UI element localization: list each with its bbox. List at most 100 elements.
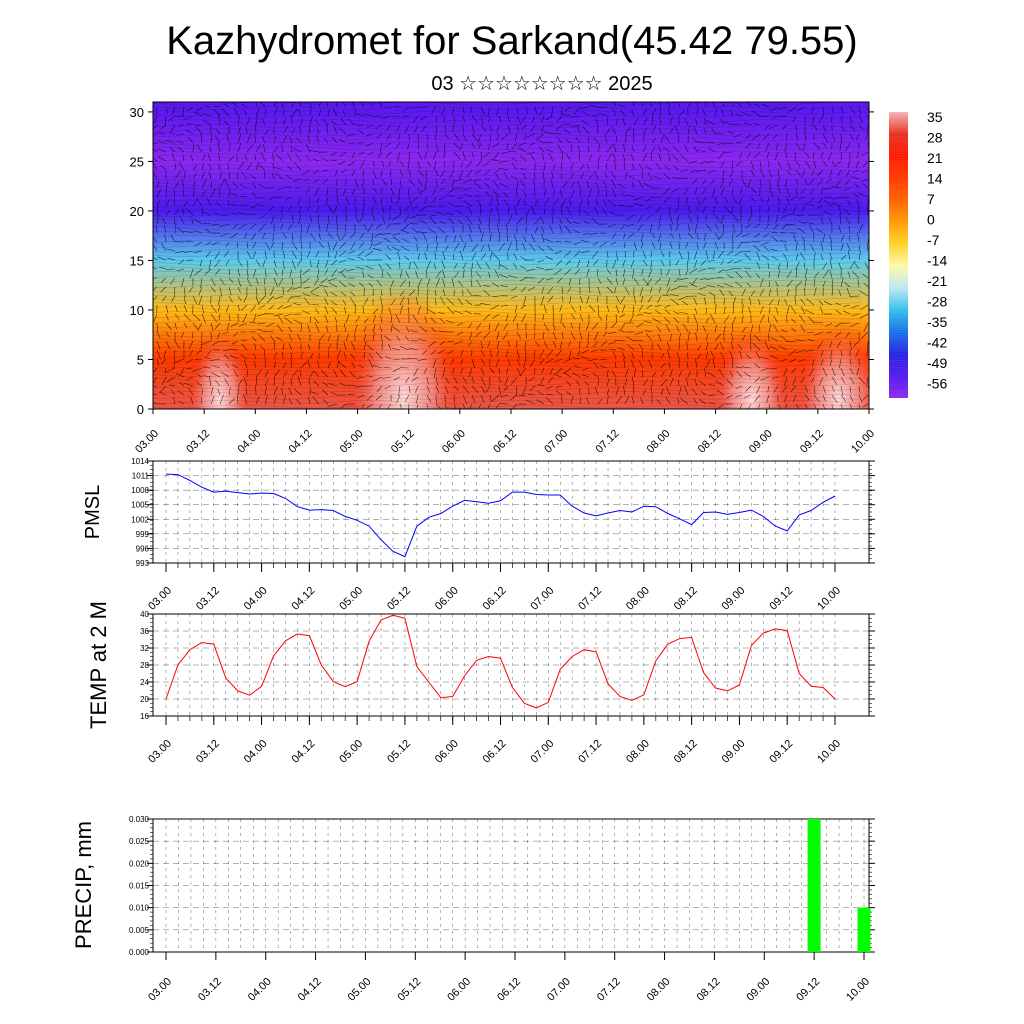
wind-barb (857, 232, 860, 243)
wind-barb (487, 403, 491, 409)
wind-barb (516, 124, 520, 133)
wind-barb (705, 333, 709, 342)
wind-barb (291, 232, 294, 242)
wind-barb (494, 322, 500, 331)
wind-barb (569, 349, 572, 360)
wind-barb (264, 277, 266, 285)
wind-barb (658, 214, 662, 223)
wind-barb (555, 349, 563, 357)
wind-barb (339, 139, 347, 144)
wind-barb (586, 397, 590, 405)
wind-barb (264, 268, 267, 278)
wind-barb (563, 128, 572, 135)
wind-barb (372, 178, 374, 186)
wind-barb (430, 317, 437, 324)
wind-barb (465, 299, 473, 306)
wind-barb (177, 389, 185, 396)
wind-barb (402, 115, 410, 118)
wind-barb (723, 297, 725, 306)
wind-barb (507, 274, 518, 279)
wind-barb (224, 120, 230, 126)
wind-barb (376, 133, 383, 139)
wind-barb (437, 227, 446, 234)
wind-barb (687, 205, 691, 214)
wind-barb (503, 385, 509, 392)
wind-barb (829, 259, 833, 270)
wind-barb (845, 169, 851, 178)
wind-barb (862, 394, 869, 401)
wind-barb (739, 205, 743, 216)
wind-barb (489, 233, 492, 243)
wind-barb (405, 326, 410, 333)
y-tick-label: 25 (130, 154, 144, 169)
wind-barb (182, 154, 185, 162)
wind-barb (640, 295, 644, 303)
wind-barb (822, 233, 826, 243)
wind-barb (375, 124, 383, 130)
wind-barb (844, 208, 851, 216)
wind-barb (662, 295, 671, 297)
wind-barb (494, 269, 500, 279)
wind-barb (714, 304, 717, 315)
wind-barb (547, 286, 554, 294)
wind-barb (539, 215, 545, 225)
wind-barb (714, 196, 719, 205)
wind-barb (218, 295, 221, 305)
wind-barb (471, 151, 475, 158)
wind-barb (324, 314, 329, 324)
wind-barb (212, 340, 221, 346)
wind-barb (641, 369, 644, 378)
wind-barb (435, 403, 441, 409)
wind-barb (541, 115, 545, 123)
wind-barb (732, 304, 735, 315)
wind-barb (193, 218, 203, 225)
wind-barb (411, 376, 419, 382)
wind-barb (253, 353, 257, 360)
wind-barb (764, 340, 770, 351)
wind-barb (434, 252, 437, 261)
x-tick-label: 08.00 (645, 428, 673, 456)
wind-barb (281, 205, 284, 215)
wind-barb (806, 331, 815, 334)
wind-barb (605, 313, 608, 322)
wind-barb (731, 205, 734, 215)
wind-barb (730, 169, 734, 178)
wind-barb (404, 335, 410, 342)
wind-barb (632, 182, 635, 189)
wind-barb (618, 104, 626, 108)
wind-barb (660, 107, 662, 117)
wind-barb (453, 242, 460, 252)
wind-barb (491, 282, 500, 288)
wind-barb (768, 280, 771, 288)
wind-barb (580, 250, 590, 254)
wind-barb (588, 188, 592, 198)
wind-barb (631, 145, 635, 153)
wind-barb (318, 284, 329, 288)
wind-barb (849, 124, 856, 132)
contour-line (153, 128, 862, 133)
wind-barb (598, 112, 608, 117)
wind-barb (777, 196, 781, 206)
contour-line (153, 221, 862, 226)
wind-barb (786, 223, 797, 226)
colorbar-label: 35 (927, 109, 943, 125)
wind-barb (770, 355, 779, 360)
wind-barb (636, 313, 644, 316)
wind-barb (840, 234, 845, 243)
wind-barb (808, 316, 815, 324)
wind-barb (676, 325, 680, 333)
wind-barb (221, 108, 230, 117)
wind-barb (340, 271, 347, 279)
wind-barb (153, 162, 158, 171)
wind-barb (735, 271, 743, 279)
wind-barb (228, 142, 231, 153)
wind-barb (759, 160, 762, 171)
wind-barb (462, 151, 466, 161)
wind-barb (419, 326, 428, 333)
wind-barb (642, 127, 648, 135)
wind-barb (866, 242, 869, 252)
wind-barb (633, 368, 636, 378)
wind-barb (553, 268, 563, 275)
wind-barb (500, 285, 509, 288)
wind-barb (534, 340, 540, 348)
